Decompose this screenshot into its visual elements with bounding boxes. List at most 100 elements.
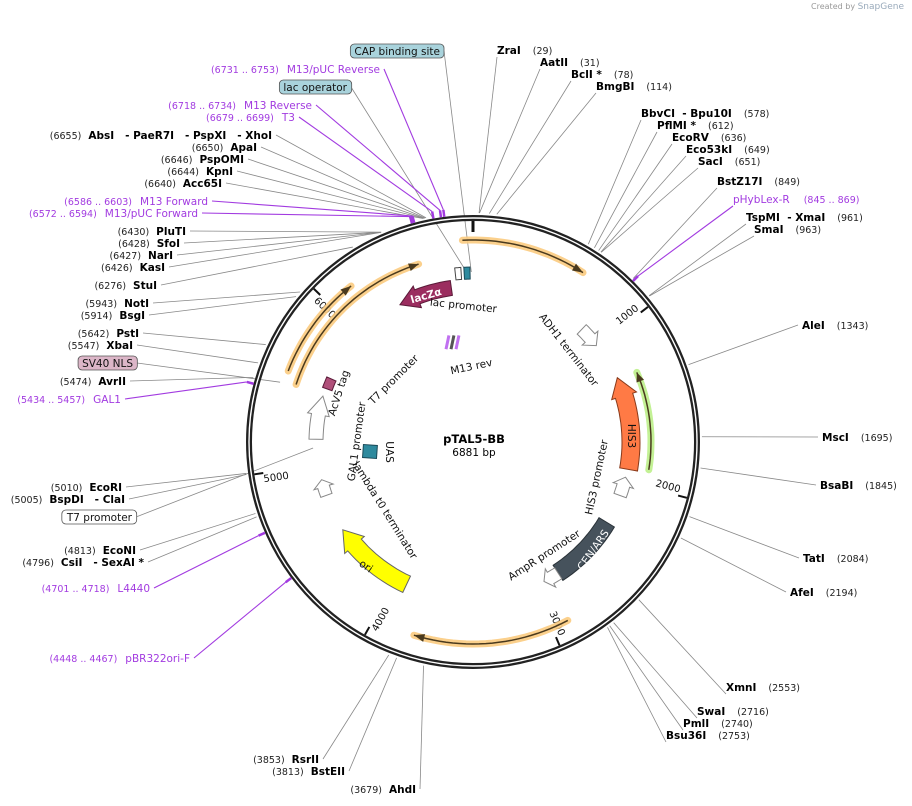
orange-arc-top: [462, 239, 584, 274]
primer-m13puc[interactable]: (6572 .. 6594) M13/pUC Forward: [29, 208, 198, 220]
leader-line: [193, 581, 287, 659]
leader-line: [125, 473, 247, 488]
enzyme-site-pmli[interactable]: PmlI (2740): [683, 718, 753, 730]
enzyme-site-bcli[interactable]: BclI * (78): [571, 69, 633, 81]
enzyme-site-saci[interactable]: SacI (651): [698, 156, 760, 168]
tick-mark: [677, 494, 688, 499]
enzyme-site-econi[interactable]: (4813) EcoNI: [64, 545, 136, 557]
enzyme-site-eco53ki[interactable]: Eco53kI (649): [686, 144, 770, 156]
label-text: (6644) KpnI: [167, 166, 233, 178]
enzyme-site-xmni[interactable]: XmnI (2553): [726, 682, 800, 694]
cut-position: (3813): [272, 767, 304, 778]
label-text: TatI (2084): [803, 553, 868, 565]
cut-position: (6640): [144, 179, 176, 190]
feature-callout-label: T7 promoter: [66, 512, 133, 524]
primer-gal1[interactable]: (5434 .. 5457) GAL1: [17, 394, 121, 406]
enzyme-site-kpni[interactable]: (6644) KpnI: [167, 166, 233, 178]
enzyme-site-sfoi[interactable]: (6428) SfoI: [118, 238, 180, 250]
enzyme-site-stui[interactable]: (6276) StuI: [94, 280, 157, 292]
enzyme-name: AhdI: [389, 784, 416, 796]
enzyme-site-ecori[interactable]: (5010) EcoRI: [51, 482, 122, 494]
label-text: (6650) ApaI: [192, 142, 257, 154]
enzyme-site-bstz17i[interactable]: BstZ17I (849): [717, 176, 800, 188]
enzyme-name: SwaI: [697, 706, 725, 718]
cut-position: (6276): [94, 281, 126, 292]
enzyme-site-tati[interactable]: TatI (2084): [803, 553, 868, 565]
primer-m13[interactable]: (6586 .. 6603) M13 Forward: [64, 196, 208, 208]
enzyme-site-bsteii[interactable]: (3813) BstEII: [272, 766, 345, 778]
leader-line: [135, 447, 314, 518]
plasmid-name: pTAL5-BB: [443, 432, 505, 446]
primer-pbr322orif[interactable]: (4448 .. 4467) pBR322ori-F: [49, 653, 190, 665]
primer-binding-mark: [430, 211, 435, 219]
enzyme-site-nari[interactable]: (6427) NarI: [109, 250, 173, 262]
enzyme-site-absi[interactable]: (6655) AbsI - PaeR7I - PspXI - XhoI: [50, 130, 272, 142]
leader-line: [275, 134, 427, 219]
his3-promoter-label: HIS3 promoter: [583, 438, 611, 516]
enzyme-site-apai[interactable]: (6650) ApaI: [192, 142, 257, 154]
enzyme-site-bbvci[interactable]: BbvCI - Bpu10I (578): [641, 108, 769, 120]
primer-binding-mark: [258, 531, 266, 537]
enzyme-site-bsu36i[interactable]: Bsu36I (2753): [666, 730, 750, 742]
label-text: BclI * (78): [571, 69, 633, 81]
enzyme-name: EcoRV: [672, 132, 710, 144]
cut-position: (6426): [101, 263, 133, 274]
feature-callout-cap[interactable]: CAP binding site: [349, 43, 445, 59]
label-text: AleI (1343): [802, 320, 868, 332]
enzyme-site-afei[interactable]: AfeI (2194): [790, 587, 857, 599]
feature-callout-t7[interactable]: T7 promoter: [61, 509, 138, 525]
enzyme-site-pspomi[interactable]: (6646) PspOMI: [161, 154, 244, 166]
primer-site-marker: [449, 335, 456, 350]
label-text: BbvCI - Bpu10I (578): [641, 108, 769, 120]
label-text: (6640) Acc65I: [144, 178, 222, 190]
enzyme-site-aatii[interactable]: AatII (31): [540, 57, 600, 69]
enzyme-site-rsrii[interactable]: (3853) RsrII: [253, 754, 319, 766]
enzyme-site-xbai[interactable]: (5547) XbaI: [68, 340, 133, 352]
enzyme-site-bmgbi[interactable]: BmgBI (114): [596, 81, 672, 93]
enzyme-site-bsabi[interactable]: BsaBI (1845): [820, 480, 897, 492]
enzyme-site-ahdi[interactable]: (3679) AhdI: [350, 784, 416, 796]
enzyme-site-acc65i[interactable]: (6640) Acc65I: [144, 178, 222, 190]
enzyme-site-ecorv[interactable]: EcoRV (636): [672, 132, 746, 144]
feature-callout-lac[interactable]: lac operator: [278, 79, 353, 95]
primer-m13puc[interactable]: (6731 .. 6753) M13/pUC Reverse: [211, 64, 380, 76]
enzyme-site-pluti[interactable]: (6430) PluTI: [118, 226, 186, 238]
cut-position: (636): [721, 133, 747, 144]
enzyme-site-csii[interactable]: (4796) CsiI - SexAI *: [22, 557, 144, 569]
enzyme-site-msci[interactable]: MscI (1695): [822, 432, 892, 444]
tick-mark: [640, 306, 649, 314]
enzyme-site-bspdi[interactable]: (5005) BspDI - ClaI: [11, 494, 125, 506]
leader-line: [225, 182, 424, 219]
leader-line: [600, 167, 699, 253]
label-text: (5547) XbaI: [68, 340, 133, 352]
leader-line: [139, 513, 256, 551]
primer-t3[interactable]: (6679 .. 6699) T3: [206, 112, 295, 124]
leader-line: [594, 131, 658, 249]
plasmid-length: 6881 bp: [452, 447, 496, 459]
cut-position: (2553): [768, 683, 800, 694]
primer-l4440[interactable]: (4701 .. 4718) L4440: [42, 583, 150, 595]
enzyme-site-tspmi[interactable]: TspMI - XmaI (961): [746, 212, 863, 224]
enzyme-site-avrii[interactable]: (5474) AvrII: [60, 376, 126, 388]
label-text: PmlI (2740): [683, 718, 753, 730]
cut-position: (651): [735, 157, 761, 168]
leader-line: [600, 155, 687, 253]
primer-m13[interactable]: (6718 .. 6734) M13 Reverse: [168, 100, 312, 112]
enzyme-site-bsgi[interactable]: (5914) BsgI: [81, 310, 145, 322]
enzyme-site-zrai[interactable]: ZraI (29): [497, 45, 552, 57]
enzyme-name: BstEII: [311, 766, 345, 778]
enzyme-site-noti[interactable]: (5943) NotI: [85, 298, 149, 310]
enzyme-site-swai[interactable]: SwaI (2716): [697, 706, 769, 718]
enzyme-site-smai[interactable]: SmaI (963): [754, 224, 821, 236]
enzyme-site-pflmi[interactable]: PflMI * (612): [657, 120, 734, 132]
enzyme-site-alei[interactable]: AleI (1343): [802, 320, 868, 332]
primer-phyblexr[interactable]: pHybLex-R (845 .. 869): [733, 194, 859, 206]
tick-label: 1000: [614, 303, 641, 327]
adh1-terminator-arrow: [576, 323, 599, 347]
enzyme-site-psti[interactable]: (5642) PstI: [78, 328, 139, 340]
primer-binding-mark: [284, 577, 293, 584]
cut-position: (1343): [837, 321, 869, 332]
enzyme-site-kasi[interactable]: (6426) KasI: [101, 262, 165, 274]
feature-callout-sv40[interactable]: SV40 NLS: [77, 355, 138, 371]
primer-name: pBR322ori-F: [125, 653, 190, 665]
